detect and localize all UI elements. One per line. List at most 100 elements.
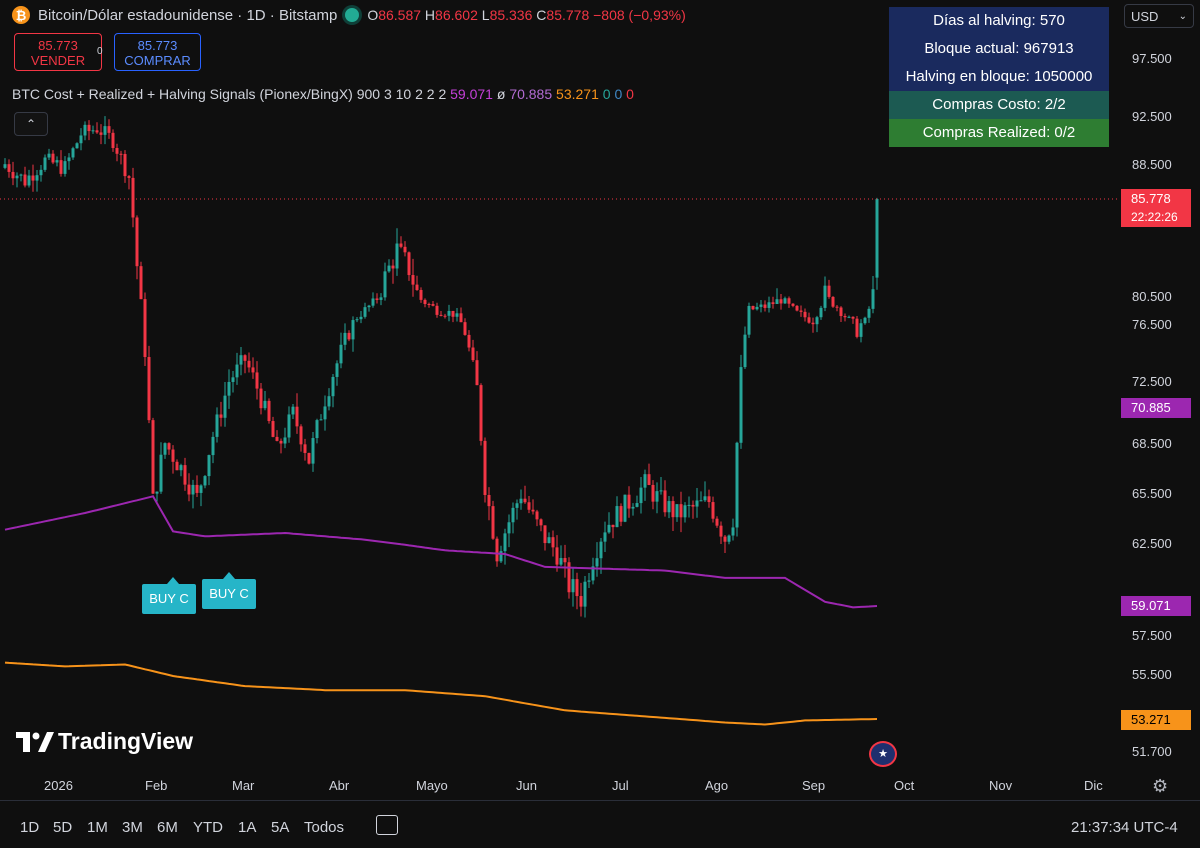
candle-body <box>455 313 459 317</box>
candle-body <box>839 307 843 317</box>
bitcoin-icon[interactable]: ₿ <box>12 6 30 24</box>
days-to-halving-row: Días al halving: 570 <box>889 7 1109 35</box>
candle-body <box>483 440 487 496</box>
candle-body <box>387 265 391 272</box>
timeframe-5a-button[interactable]: 5A <box>271 819 290 836</box>
candle-body <box>411 275 415 285</box>
candle-body <box>459 313 463 323</box>
candle-body <box>583 581 587 607</box>
candle-body <box>87 124 91 132</box>
x-tick: Ago <box>705 778 729 793</box>
candle-body <box>123 154 127 177</box>
ohlc-values: O86.587 H86.602 L85.336 C85.778 −808 (−0… <box>367 7 686 23</box>
timeframe-5d-button[interactable]: 5D <box>53 819 73 836</box>
candle-body <box>795 305 799 311</box>
buy-signal-label[interactable]: BUY C <box>202 579 256 609</box>
candle-body <box>363 307 367 317</box>
candle-body <box>563 558 567 563</box>
candle-body <box>699 500 703 502</box>
candle-body <box>231 377 235 382</box>
candle-body <box>259 388 263 409</box>
y-tick: 68.500 <box>1132 436 1172 451</box>
candle-body <box>11 171 15 179</box>
candle-body <box>339 344 343 364</box>
candle-body <box>511 507 515 523</box>
timeframe-6m-button[interactable]: 6M <box>157 819 178 836</box>
us-flag-icon[interactable]: ★ <box>869 741 897 767</box>
buy-signal-label[interactable]: BUY C <box>142 584 196 614</box>
tradingview-icon <box>16 731 54 752</box>
candle-body <box>119 153 123 155</box>
timeframe-all-button[interactable]: Todos <box>304 819 345 836</box>
candle-body <box>579 596 583 607</box>
candle-body <box>867 308 871 318</box>
x-tick: Mar <box>232 778 255 793</box>
candle-body <box>95 130 99 133</box>
candle-body <box>183 465 187 485</box>
collapse-legend-button[interactable]: ⌃ <box>14 112 48 136</box>
candle-body <box>43 157 47 170</box>
candle-body <box>211 436 215 456</box>
candle-body <box>367 305 371 308</box>
candle-body <box>711 502 715 519</box>
chevron-down-icon: ⌄ <box>1178 11 1187 22</box>
gear-icon[interactable]: ⚙ <box>1152 776 1169 796</box>
symbol-title[interactable]: Bitcoin/Dólar estadounidense · 1D · Bits… <box>38 6 338 24</box>
y-tick: 76.500 <box>1132 317 1172 332</box>
buy-button[interactable]: 85.773 COMPRAR <box>114 33 201 71</box>
realized-price-line <box>4 495 878 609</box>
candle-body <box>15 175 19 179</box>
candle-body <box>267 400 271 422</box>
candle-body <box>379 297 383 300</box>
candle-body <box>139 266 143 300</box>
candle-body <box>523 498 527 503</box>
candle-body <box>143 299 147 358</box>
price-chart[interactable] <box>0 0 1120 800</box>
candle-body <box>3 164 7 168</box>
candle-body <box>591 566 595 581</box>
timeframe-1m-button[interactable]: 1M <box>87 819 108 836</box>
timeframe-3m-button[interactable]: 3M <box>122 819 143 836</box>
calendar-icon[interactable] <box>376 815 398 835</box>
candle-body <box>215 414 219 437</box>
candle-body <box>71 148 75 158</box>
candle-body <box>467 334 471 348</box>
currency-select[interactable]: ⌄ USD <box>1124 4 1194 28</box>
candle-body <box>687 504 691 506</box>
halving-block-row: Halving en bloque: 1050000 <box>889 63 1109 91</box>
candle-body <box>519 498 523 504</box>
indicator-legend[interactable]: BTC Cost + Realized + Halving Signals (P… <box>12 86 634 102</box>
candle-body <box>479 385 483 441</box>
candle-body <box>247 360 251 368</box>
candle-body <box>755 306 759 310</box>
candle-body <box>819 307 823 318</box>
candle-body <box>735 442 739 528</box>
candle-body <box>799 310 803 312</box>
candle-body <box>427 303 431 305</box>
candle-body <box>751 305 755 310</box>
candle-body <box>347 332 351 340</box>
tradingview-logo[interactable]: TradingView <box>16 728 193 755</box>
y-tick: 97.500 <box>1132 51 1172 66</box>
timeframe-1d-button[interactable]: 1D <box>20 819 40 836</box>
market-status-icon[interactable] <box>345 8 360 22</box>
candle-body <box>27 175 31 186</box>
candle-body <box>811 322 815 325</box>
indicator-name[interactable]: BTC Cost + Realized + Halving Signals (P… <box>12 86 447 102</box>
candle-body <box>607 524 611 533</box>
candle-body <box>199 485 203 493</box>
candle-body <box>287 414 291 438</box>
candle-body <box>871 289 875 309</box>
candle-body <box>727 535 731 542</box>
sell-button[interactable]: 85.773 VENDER <box>14 33 102 71</box>
candle-body <box>127 176 131 178</box>
candle-body <box>327 396 331 407</box>
timeframe-1a-button[interactable]: 1A <box>238 819 257 836</box>
timeframe-ytd-button[interactable]: YTD <box>193 819 223 836</box>
candle-body <box>503 533 507 552</box>
candle-body <box>547 537 551 544</box>
symbol-header: ₿ Bitcoin/Dólar estadounidense · 1D · Bi… <box>12 6 686 24</box>
candle-body <box>831 296 835 307</box>
clock[interactable]: 21:37:34 UTC-4 <box>1071 819 1178 836</box>
candle-body <box>331 376 335 397</box>
